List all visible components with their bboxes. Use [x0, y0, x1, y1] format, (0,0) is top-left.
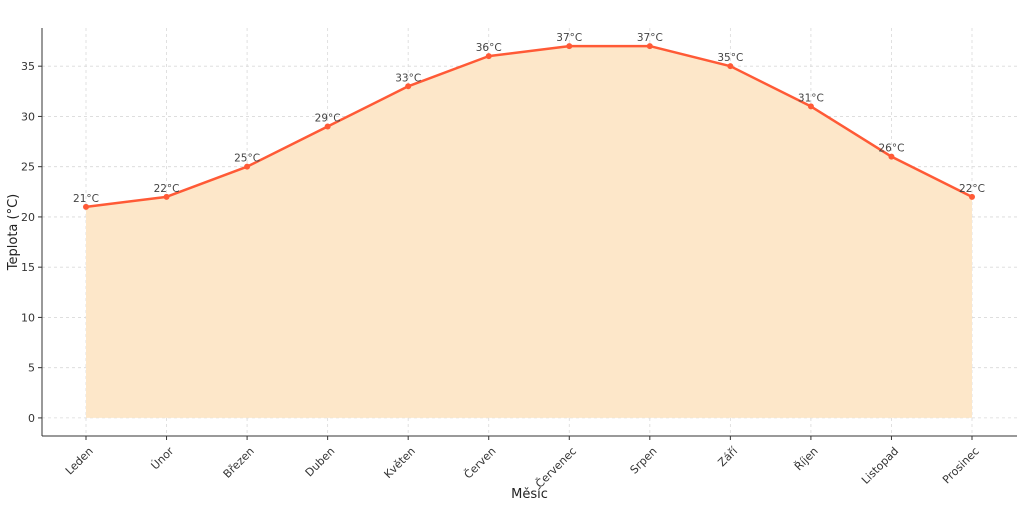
data-point: [646, 43, 653, 50]
x-tick-label: Září: [715, 444, 740, 469]
data-point: [83, 203, 89, 210]
x-tick-label: Duben: [303, 445, 338, 480]
x-ticks: Leden Únor Březen Duben Květen Červen Červenec…: [63, 436, 982, 491]
y-tick-label: 0: [28, 412, 35, 425]
data-label: 33°C: [395, 72, 421, 84]
y-tick-label: 30: [21, 110, 35, 123]
x-tick-label: Říjen: [792, 445, 821, 474]
x-tick-label: Březen: [221, 445, 257, 481]
series-line: [85, 44, 973, 209]
data-label: 22°C: [154, 183, 180, 195]
data-label: 21°C: [73, 193, 99, 205]
x-tick-label: Květen: [382, 445, 418, 481]
data-point: [888, 153, 895, 160]
data-point: [969, 193, 975, 200]
data-labels: 21°C 22°C 25°C 29°C 33°C 36°C 37°C 37°C 35°C 31°C…: [73, 32, 985, 205]
data-point: [163, 193, 170, 200]
y-axis-title: Teplota (°C): [6, 194, 21, 271]
data-label: 29°C: [315, 112, 341, 124]
y-tick-label: 15: [21, 261, 35, 274]
data-label: 36°C: [476, 42, 502, 54]
data-label: 37°C: [637, 32, 663, 44]
data-point: [727, 63, 734, 70]
data-point: [405, 83, 412, 90]
x-tick-label: Srpen: [628, 445, 660, 477]
x-tick-label: Červen: [462, 445, 499, 482]
y-tick-label: 20: [21, 211, 35, 224]
x-axis-title: Měsíc: [511, 487, 548, 502]
y-ticks: 0 5 10 15 20 25 30 35: [21, 60, 42, 425]
area-fill: [86, 46, 972, 418]
y-tick-label: 10: [21, 311, 35, 324]
y-tick-label: 5: [28, 362, 35, 375]
x-tick-label: Listopad: [859, 445, 901, 487]
x-tick-label: Únor: [149, 444, 177, 472]
data-label: 37°C: [556, 32, 582, 44]
data-point: [324, 123, 331, 130]
data-label: 31°C: [798, 92, 824, 104]
data-points: [83, 43, 975, 210]
x-tick-label: Červenec: [533, 445, 579, 491]
data-label: 26°C: [878, 143, 904, 155]
data-label: 35°C: [717, 52, 743, 64]
y-tick-label: 25: [21, 161, 35, 174]
x-tick-label: Leden: [63, 445, 96, 478]
data-point: [807, 103, 814, 110]
data-point: [244, 163, 251, 170]
data-point: [485, 53, 492, 60]
x-tick-label: Prosinec: [940, 445, 982, 487]
data-point: [566, 43, 573, 50]
y-tick-label: 35: [21, 60, 35, 73]
data-label: 25°C: [234, 153, 260, 165]
data-label: 22°C: [959, 183, 985, 195]
